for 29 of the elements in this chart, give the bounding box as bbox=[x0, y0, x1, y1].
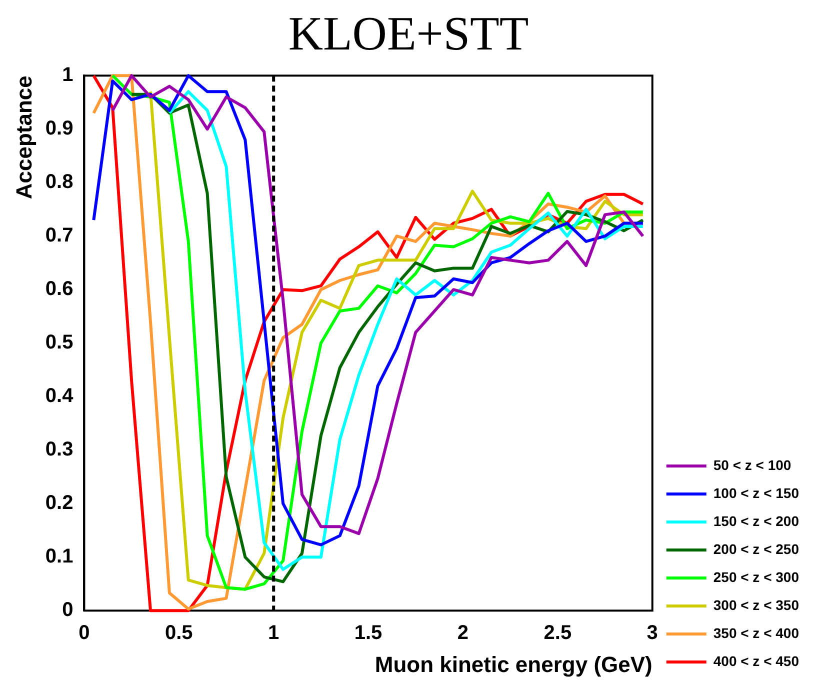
y-tick-label: 0 bbox=[62, 599, 74, 622]
y-tick-label: 0.3 bbox=[45, 438, 74, 461]
legend-label: 200 < z < 250 bbox=[713, 540, 800, 557]
legend-label: 250 < z < 300 bbox=[713, 568, 800, 585]
y-tick-label: 0.6 bbox=[45, 278, 74, 300]
x-tick-label: 3 bbox=[646, 622, 658, 644]
y-tick-label: 0.9 bbox=[45, 118, 74, 140]
y-axis-title: Acceptance bbox=[11, 76, 36, 200]
x-tick-label: 2 bbox=[457, 622, 469, 644]
legend-label: 350 < z < 400 bbox=[713, 624, 800, 641]
x-tick-label: 0.5 bbox=[164, 622, 193, 644]
legend-label: 150 < z < 200 bbox=[713, 512, 800, 529]
y-tick-label: 0.2 bbox=[45, 492, 74, 514]
chart-title: KLOE+STT bbox=[288, 7, 529, 60]
legend-label: 100 < z < 150 bbox=[713, 484, 800, 501]
y-tick-label: 0.8 bbox=[45, 171, 74, 194]
x-tick-label: 2.5 bbox=[544, 622, 572, 644]
x-tick-label: 1 bbox=[268, 622, 280, 644]
y-tick-label: 0.5 bbox=[45, 332, 74, 354]
legend-label: 400 < z < 450 bbox=[713, 652, 800, 669]
y-tick-label: 1 bbox=[62, 64, 74, 86]
y-tick-label: 0.4 bbox=[45, 385, 74, 408]
y-tick-label: 0.7 bbox=[45, 224, 74, 247]
x-tick-label: 1.5 bbox=[354, 622, 382, 644]
legend-label: 300 < z < 350 bbox=[713, 596, 800, 613]
legend-label: 50 < z < 100 bbox=[713, 456, 792, 473]
x-axis-title: Muon kinetic energy (GeV) bbox=[374, 652, 652, 677]
y-tick-label: 0.1 bbox=[45, 546, 74, 568]
x-tick-label: 0 bbox=[78, 622, 90, 644]
